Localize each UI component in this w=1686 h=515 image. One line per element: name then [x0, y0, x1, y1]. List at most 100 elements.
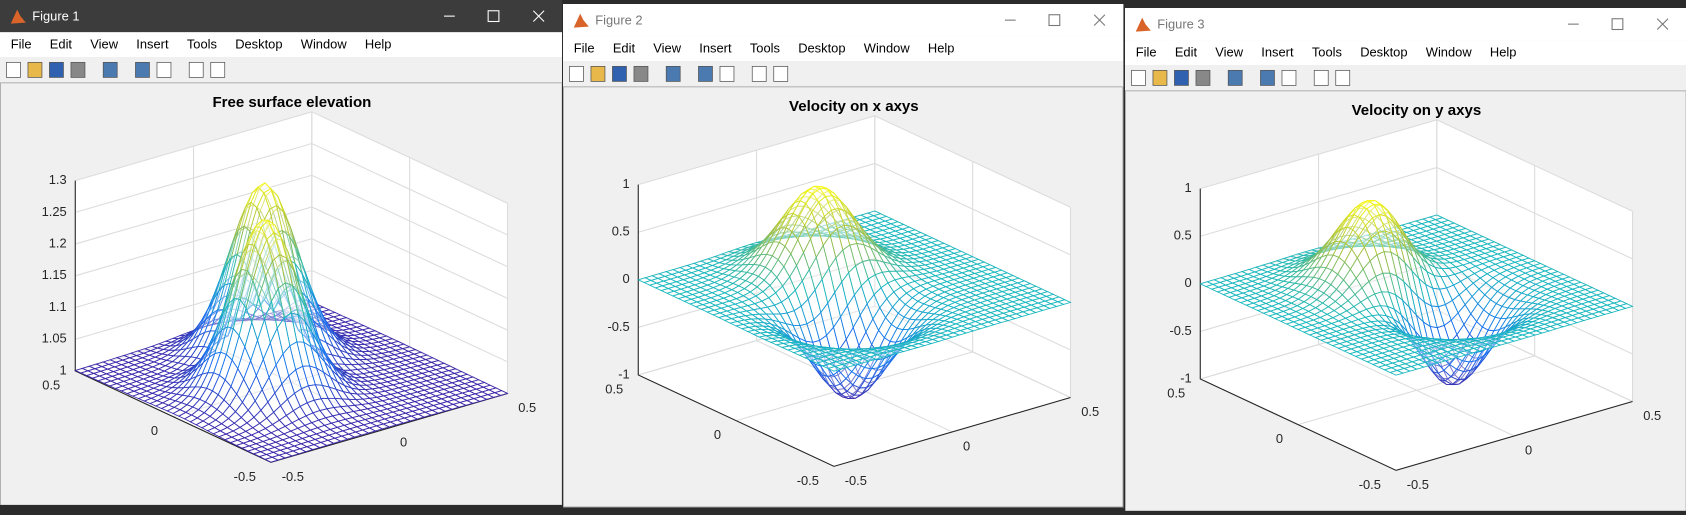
toolbar-button[interactable]	[1227, 69, 1243, 86]
toolbar-button[interactable]	[698, 66, 714, 83]
toolbar-button[interactable]	[156, 61, 172, 78]
toolbar-button[interactable]	[1335, 69, 1350, 86]
toolbar-button[interactable]	[591, 66, 606, 83]
toolbar-button[interactable]	[1313, 69, 1329, 86]
z-tick-label: 0	[623, 272, 630, 287]
toolbar-button[interactable]	[1281, 69, 1297, 86]
close-button[interactable]	[532, 10, 545, 22]
y-tick-label: -0.5	[1406, 476, 1428, 491]
menu-item[interactable]: Insert	[136, 37, 169, 52]
y-tick-label: -0.5	[845, 473, 867, 488]
x-tick-label: 0.5	[42, 377, 60, 392]
x-tick-label: 0.5	[606, 382, 624, 397]
toolbar-button[interactable]	[1130, 69, 1146, 86]
grid-line	[874, 116, 1072, 399]
x-tick-label: -0.5	[234, 469, 256, 484]
toolbar	[563, 61, 1124, 88]
z-tick-label: -1	[1180, 370, 1191, 385]
menu-item[interactable]: Edit	[1175, 44, 1198, 59]
menu-item[interactable]: File	[11, 37, 32, 52]
axes-title: Velocity on y axys	[1351, 102, 1481, 119]
toolbar-button[interactable]	[612, 66, 628, 83]
y-tick-label: 0	[963, 439, 970, 454]
close-button[interactable]	[1094, 14, 1106, 27]
menu-item[interactable]: Edit	[613, 41, 636, 56]
toolbar-button[interactable]	[634, 66, 649, 83]
maximize-button[interactable]	[1048, 14, 1061, 27]
menu-item[interactable]: Desktop	[1360, 44, 1407, 59]
axis-line	[74, 180, 508, 463]
window-title: Figure 3	[1157, 16, 1204, 31]
surface	[74, 182, 509, 463]
menu-item[interactable]: View	[1215, 44, 1243, 59]
menu-item[interactable]: Window	[301, 37, 348, 52]
surface	[1198, 199, 1634, 385]
axes-title: Free surface elevation	[212, 94, 371, 111]
maximize-button[interactable]	[1611, 17, 1624, 30]
surface	[637, 186, 1073, 400]
z-tick-label: 1	[623, 176, 630, 191]
toolbar-button[interactable]	[1195, 69, 1211, 86]
menu-bar	[563, 36, 1124, 62]
toolbar-button[interactable]	[1173, 69, 1189, 86]
window-title: Figure 2	[596, 13, 643, 28]
toolbar-button[interactable]	[6, 61, 21, 78]
menu-item[interactable]: Tools	[1312, 44, 1342, 59]
z-tick-label: 1.25	[42, 204, 67, 219]
menu-item[interactable]: Insert	[1261, 44, 1294, 59]
menu-item[interactable]: Tools	[750, 41, 780, 56]
menu-item[interactable]: View	[654, 41, 682, 56]
toolbar-button[interactable]	[666, 66, 682, 83]
y-tick-label: 0.5	[1082, 404, 1100, 419]
toolbar-button[interactable]	[1259, 69, 1275, 86]
toolbar-button[interactable]	[188, 61, 204, 78]
menu-item[interactable]: Help	[928, 41, 955, 56]
menu-item[interactable]: Desktop	[235, 37, 282, 52]
z-tick-label: 1.15	[42, 267, 67, 282]
toolbar-button[interactable]	[49, 61, 64, 78]
grid-line	[193, 146, 390, 429]
toolbar	[1124, 64, 1686, 91]
toolbar-button[interactable]	[569, 66, 585, 83]
toolbar-button[interactable]	[720, 66, 735, 83]
toolbar-button[interactable]	[102, 61, 118, 78]
z-tick-label: -0.5	[1169, 322, 1191, 337]
menu-item[interactable]: Window	[864, 41, 911, 56]
toolbar-button[interactable]	[1152, 69, 1168, 86]
toolbar-button[interactable]	[210, 61, 226, 78]
x-tick-label: 0	[151, 423, 158, 438]
toolbar-button[interactable]	[27, 61, 43, 78]
menu-item[interactable]: View	[90, 37, 118, 52]
close-button[interactable]	[1656, 17, 1669, 30]
title-bar	[1124, 7, 1686, 40]
menu-item[interactable]: File	[1135, 44, 1156, 59]
toolbar-button[interactable]	[773, 66, 789, 83]
axes-title: Velocity on x axys	[789, 98, 919, 115]
menu-item[interactable]: File	[574, 41, 595, 56]
grid-line	[1317, 153, 1515, 436]
menu-item[interactable]: Window	[1425, 44, 1472, 59]
title-bar	[563, 4, 1124, 37]
x-tick-label: 0	[714, 427, 721, 442]
toolbar-button[interactable]	[135, 61, 150, 78]
z-tick-label: 1.2	[49, 235, 67, 250]
menu-item[interactable]: Insert	[700, 41, 733, 56]
z-tick-label: 1	[59, 362, 66, 377]
x-tick-label: 0.5	[1167, 385, 1185, 400]
menu-item[interactable]: Tools	[187, 37, 217, 52]
surface-patch	[827, 366, 843, 372]
menu-item[interactable]: Edit	[50, 37, 73, 52]
menu-bar	[0, 32, 563, 57]
maximize-button[interactable]	[487, 10, 500, 23]
menu-item[interactable]: Desktop	[799, 41, 846, 56]
toolbar-button[interactable]	[752, 66, 768, 83]
matlab-icon	[574, 13, 590, 28]
menu-item[interactable]: Help	[1490, 44, 1517, 59]
menu-item[interactable]: Help	[365, 37, 392, 52]
y-tick-label: 0	[1525, 442, 1532, 457]
toolbar-button[interactable]	[70, 61, 86, 78]
